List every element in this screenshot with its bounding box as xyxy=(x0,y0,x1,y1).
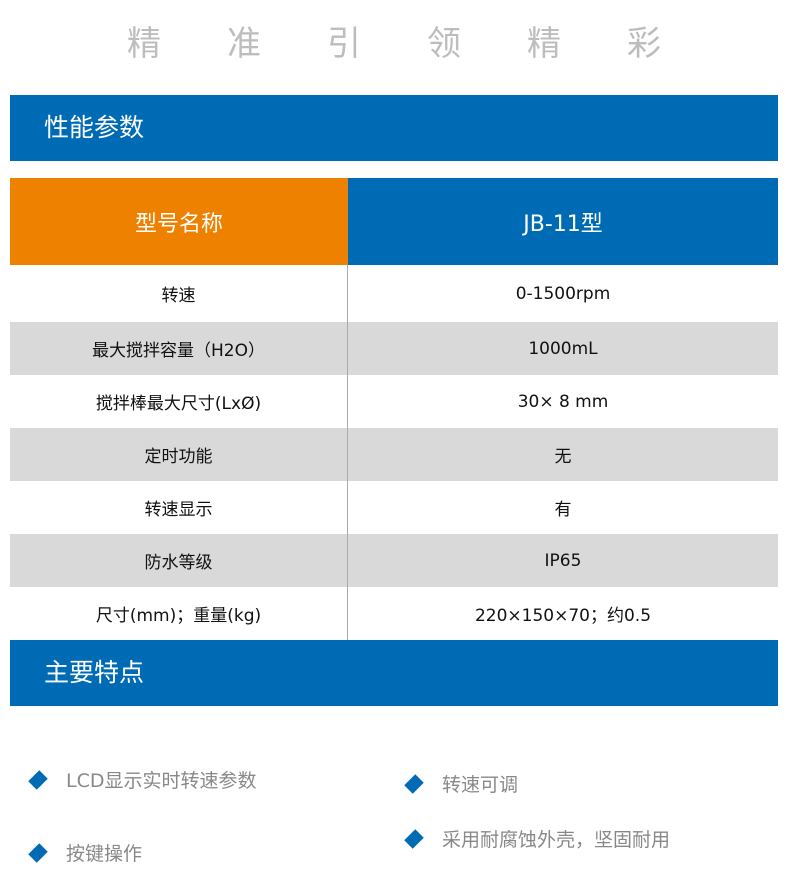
section-title-specs: 性能参数 xyxy=(10,95,778,161)
diamond-bullet-icon xyxy=(28,769,48,790)
table-row: 最大搅拌容量（H2O） 1000mL xyxy=(10,322,778,375)
row-label: 尺寸(mm)；重量(kg) xyxy=(10,587,348,640)
row-label: 防水等级 xyxy=(10,534,348,587)
slogan-char: 领 xyxy=(427,24,461,64)
table-row: 搅拌棒最大尺寸(LxØ) 30× 8 mm xyxy=(10,375,778,428)
header-label: 型号名称 xyxy=(10,178,348,265)
slogan-char: 准 xyxy=(227,24,261,64)
feature-text: 转速可调 xyxy=(442,774,519,796)
row-value: 220×150×70；约0.5 xyxy=(474,606,652,626)
header-value: JB-11型 xyxy=(348,178,778,265)
feature-item: 转速可调 xyxy=(404,770,519,797)
row-label: 搅拌棒最大尺寸(LxØ) xyxy=(10,375,348,428)
row-label: 最大搅拌容量（H2O） xyxy=(10,322,348,375)
feature-item: LCD显示实时转速参数 xyxy=(28,766,257,793)
row-value: 30× 8 mm xyxy=(517,391,609,412)
table-row: 尺寸(mm)；重量(kg) 220×150×70；约0.5 xyxy=(10,587,778,640)
slogan-char: 精 xyxy=(527,24,561,64)
table-row: 定时功能 无 xyxy=(10,428,778,481)
row-value: 0-1500rpm xyxy=(515,283,611,304)
slogan: 精 准 引 领 精 彩 xyxy=(0,16,788,65)
row-label: 转速显示 xyxy=(10,481,348,534)
slogan-char: 彩 xyxy=(627,24,661,64)
table-row: 转速显示 有 xyxy=(10,481,778,534)
feature-item: 采用耐腐蚀外壳，坚固耐用 xyxy=(404,825,671,852)
slogan-char: 精 xyxy=(127,24,161,64)
feature-text: LCD显示实时转速参数 xyxy=(66,770,257,792)
spec-table: 型号名称 JB-11型 转速 0-1500rpm 最大搅拌容量（H2O） 1000m… xyxy=(10,178,778,640)
diamond-bullet-icon xyxy=(404,773,424,794)
diamond-bullet-icon xyxy=(404,828,424,849)
feature-text: 按键操作 xyxy=(66,843,143,865)
section-title-features: 主要特点 xyxy=(10,640,778,706)
row-value: 1000mL xyxy=(528,338,598,359)
table-row: 转速 0-1500rpm xyxy=(10,265,778,322)
table-row: 防水等级 IP65 xyxy=(10,534,778,587)
row-value: 无 xyxy=(554,447,572,467)
table-header: 型号名称 JB-11型 xyxy=(10,178,778,265)
row-value: 有 xyxy=(554,500,572,520)
row-label: 转速 xyxy=(10,265,348,322)
slogan-char: 引 xyxy=(327,24,361,64)
feature-item: 按键操作 xyxy=(28,839,143,866)
row-value: IP65 xyxy=(544,550,582,571)
feature-text: 采用耐腐蚀外壳，坚固耐用 xyxy=(442,829,671,851)
diamond-bullet-icon xyxy=(28,842,48,863)
row-label: 定时功能 xyxy=(10,428,348,481)
